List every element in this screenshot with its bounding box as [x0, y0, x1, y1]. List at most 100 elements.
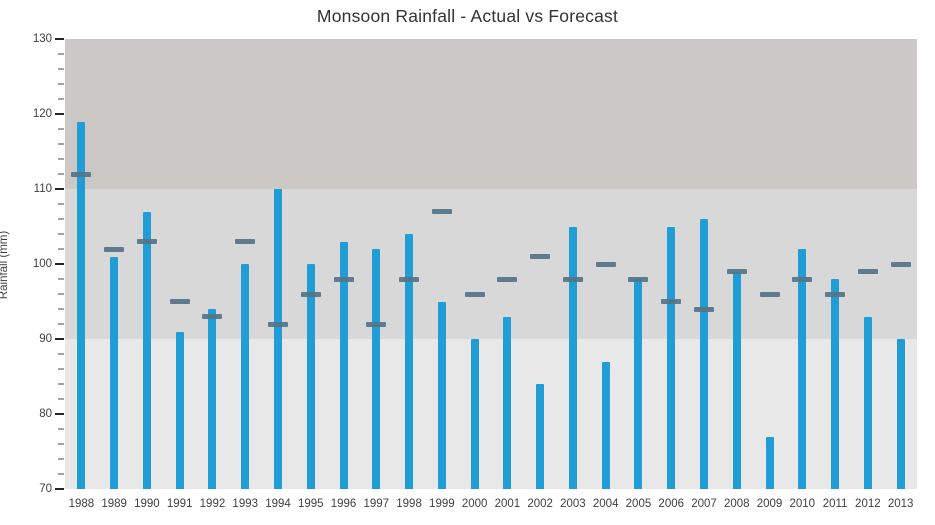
y-major-tick	[55, 38, 64, 40]
bar-actual-2003[interactable]	[568, 226, 577, 489]
dash-forecast-2007[interactable]	[694, 306, 714, 312]
bar-actual-2012[interactable]	[863, 316, 872, 489]
bar-actual-1988[interactable]	[77, 121, 86, 489]
y-minor-tick	[58, 173, 64, 175]
x-tick-label-1989: 1989	[101, 498, 127, 510]
bar-actual-2005[interactable]	[634, 279, 643, 489]
x-tick-label-2013: 2013	[887, 498, 914, 510]
x-tick-label-2011: 2011	[822, 498, 848, 510]
bar-actual-2009[interactable]	[765, 436, 774, 489]
x-tick-label-2006: 2006	[658, 498, 685, 510]
dash-forecast-1988[interactable]	[71, 171, 92, 177]
y-minor-tick	[58, 68, 64, 70]
y-tick-label-110: 110	[33, 183, 52, 195]
bar-actual-2001[interactable]	[503, 316, 512, 489]
dash-forecast-2000[interactable]	[464, 291, 485, 297]
dash-forecast-1995[interactable]	[300, 291, 321, 297]
x-tick-label-1999: 1999	[429, 498, 455, 510]
y-minor-tick	[58, 398, 64, 400]
bar-actual-1994[interactable]	[274, 189, 282, 489]
y-minor-tick	[58, 383, 64, 385]
dash-forecast-1993[interactable]	[235, 239, 256, 244]
y-tick-label-80: 80	[39, 408, 52, 420]
bar-actual-1989[interactable]	[110, 256, 119, 489]
y-minor-tick	[58, 98, 64, 100]
y-minor-tick	[58, 233, 64, 235]
x-tick-label-2000: 2000	[461, 498, 488, 510]
background-band-70-90	[65, 339, 917, 489]
x-tick-label-1988: 1988	[68, 498, 95, 510]
bar-actual-2004[interactable]	[601, 361, 610, 489]
bar-actual-2000[interactable]	[470, 339, 479, 489]
dash-forecast-2005[interactable]	[628, 276, 649, 282]
dash-forecast-1994[interactable]	[268, 321, 288, 327]
dash-forecast-2009[interactable]	[759, 291, 780, 297]
y-major-tick	[55, 113, 64, 115]
y-minor-tick	[58, 158, 64, 160]
y-minor-tick	[58, 428, 64, 430]
dash-forecast-1992[interactable]	[202, 314, 223, 319]
dash-forecast-2008[interactable]	[726, 269, 747, 274]
dash-forecast-2002[interactable]	[530, 254, 551, 259]
bar-actual-1992[interactable]	[208, 309, 217, 489]
x-tick-label-1992: 1992	[199, 498, 226, 510]
x-tick-label-2003: 2003	[560, 498, 586, 510]
x-tick-label-2007: 2007	[691, 498, 717, 510]
dash-forecast-2010[interactable]	[792, 276, 813, 282]
y-minor-tick	[58, 458, 64, 460]
plot-area	[65, 39, 917, 489]
bar-actual-2011[interactable]	[831, 279, 840, 489]
bar-actual-1996[interactable]	[339, 241, 348, 489]
y-minor-tick	[58, 293, 64, 295]
y-minor-tick	[58, 53, 64, 55]
background-band-90-110	[65, 189, 917, 339]
x-tick-label-1993: 1993	[232, 498, 259, 510]
bar-actual-2007[interactable]	[700, 219, 708, 489]
dash-forecast-1998[interactable]	[399, 276, 420, 282]
y-tick-label-90: 90	[39, 333, 52, 345]
bar-actual-1995[interactable]	[306, 264, 315, 489]
y-minor-tick	[58, 128, 64, 130]
bar-actual-2013[interactable]	[896, 339, 905, 489]
dash-forecast-2006[interactable]	[661, 299, 682, 304]
y-minor-tick	[58, 278, 64, 280]
bar-actual-1999[interactable]	[437, 301, 446, 489]
bar-actual-1990[interactable]	[142, 211, 151, 489]
dash-forecast-1996[interactable]	[333, 276, 354, 282]
x-tick-label-2012: 2012	[855, 498, 881, 510]
bar-actual-2010[interactable]	[798, 249, 807, 489]
bar-actual-2006[interactable]	[667, 226, 676, 489]
x-tick-label-1998: 1998	[396, 498, 422, 510]
y-minor-tick	[58, 143, 64, 145]
x-tick-label-2005: 2005	[625, 498, 652, 510]
y-tick-label-70: 70	[39, 483, 52, 495]
dash-forecast-2012[interactable]	[857, 269, 878, 274]
dash-forecast-2003[interactable]	[562, 276, 583, 282]
x-tick-label-1997: 1997	[363, 498, 390, 510]
y-axis-title: Rainfall (mm)	[0, 230, 10, 300]
dash-forecast-1999[interactable]	[431, 209, 452, 214]
bar-actual-2008[interactable]	[732, 271, 741, 489]
dash-forecast-2004[interactable]	[595, 261, 616, 267]
y-minor-tick	[58, 308, 64, 310]
y-major-tick	[55, 263, 64, 265]
dash-forecast-2001[interactable]	[497, 276, 518, 282]
y-major-tick	[55, 413, 64, 415]
bar-actual-1997[interactable]	[372, 249, 381, 489]
bar-actual-1993[interactable]	[241, 264, 250, 489]
dash-forecast-2011[interactable]	[825, 291, 846, 297]
dash-forecast-1990[interactable]	[136, 239, 157, 244]
dash-forecast-1989[interactable]	[104, 246, 125, 252]
bar-actual-1991[interactable]	[175, 331, 184, 489]
y-minor-tick	[58, 83, 64, 85]
x-tick-label-2002: 2002	[527, 498, 553, 510]
y-minor-tick	[58, 248, 64, 250]
y-tick-label-100: 100	[32, 258, 52, 270]
bar-actual-2002[interactable]	[536, 384, 545, 489]
y-major-tick	[55, 488, 64, 490]
dash-forecast-2013[interactable]	[890, 261, 911, 267]
dash-forecast-1991[interactable]	[169, 299, 190, 304]
bar-actual-1998[interactable]	[405, 234, 414, 489]
x-tick-label-2008: 2008	[723, 498, 750, 510]
dash-forecast-1997[interactable]	[366, 321, 387, 327]
